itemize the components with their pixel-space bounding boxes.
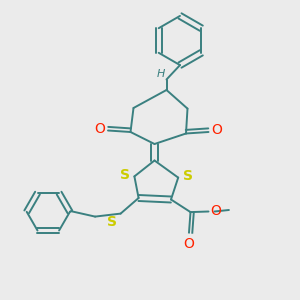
Text: O: O bbox=[210, 204, 221, 218]
Text: S: S bbox=[107, 215, 117, 229]
Text: O: O bbox=[184, 237, 194, 251]
Text: H: H bbox=[157, 69, 165, 79]
Text: S: S bbox=[120, 168, 130, 182]
Text: O: O bbox=[94, 122, 105, 136]
Text: O: O bbox=[212, 124, 222, 137]
Text: S: S bbox=[183, 169, 193, 183]
